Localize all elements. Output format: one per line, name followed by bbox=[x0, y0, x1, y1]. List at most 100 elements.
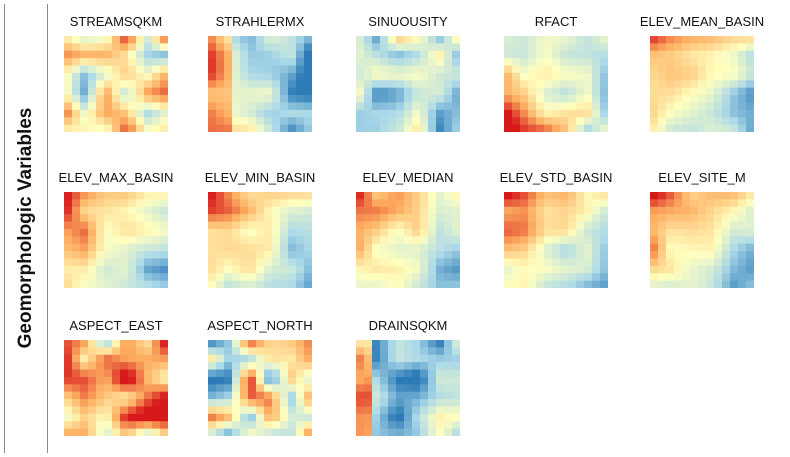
heatmap-cell bbox=[512, 87, 521, 96]
heatmap-cell bbox=[128, 214, 137, 223]
heatmap-cell bbox=[658, 117, 667, 126]
panel-title: RFACT bbox=[534, 14, 578, 29]
heatmap-cell bbox=[240, 95, 249, 104]
heatmap-cell bbox=[666, 80, 675, 89]
heatmap-cell bbox=[104, 369, 113, 378]
heatmap-cell bbox=[568, 206, 577, 215]
heatmap-cell bbox=[714, 117, 723, 126]
heatmap-cell bbox=[208, 124, 217, 132]
heatmap-cell bbox=[372, 199, 381, 208]
heatmap-cell bbox=[128, 72, 137, 81]
heatmap-cell bbox=[674, 58, 683, 67]
heatmap-cell bbox=[160, 354, 168, 363]
heatmap-cell bbox=[428, 421, 437, 430]
heatmap-cell bbox=[120, 413, 129, 422]
heatmap-cell bbox=[404, 80, 413, 89]
heatmap-cell bbox=[88, 376, 97, 385]
heatmap-cell bbox=[396, 109, 405, 118]
heatmap-cell bbox=[592, 221, 601, 230]
heatmap-cell bbox=[722, 265, 731, 274]
heatmap-cell bbox=[272, 251, 281, 260]
heatmap-cell bbox=[88, 50, 97, 59]
heatmap-cell bbox=[288, 228, 297, 237]
heatmap-cell bbox=[428, 251, 437, 260]
heatmap-cell bbox=[650, 102, 659, 111]
heatmap-cell bbox=[356, 384, 365, 393]
heatmap-cell bbox=[730, 124, 739, 132]
heatmap-cell bbox=[364, 421, 373, 430]
heatmap-cell bbox=[80, 399, 89, 408]
heatmap-cell bbox=[288, 43, 297, 52]
heatmap-cell bbox=[364, 280, 373, 288]
heatmap-cell bbox=[428, 192, 437, 200]
heatmap-cell bbox=[452, 102, 460, 111]
heatmap-cell bbox=[698, 228, 707, 237]
heatmap-cell bbox=[420, 340, 429, 348]
heatmap-cell bbox=[112, 65, 121, 74]
heatmap-cell bbox=[682, 117, 691, 126]
heatmap-cell bbox=[136, 214, 145, 223]
heatmap-cell bbox=[128, 421, 137, 430]
heatmap-cell bbox=[560, 36, 569, 44]
heatmap-cell bbox=[232, 206, 241, 215]
heatmap-cell bbox=[128, 228, 137, 237]
heatmap-cell bbox=[136, 421, 145, 430]
heatmap-cell bbox=[280, 406, 289, 415]
heatmap-cell bbox=[452, 43, 460, 52]
heatmap-cell bbox=[152, 406, 161, 415]
heatmap-cell bbox=[304, 236, 312, 245]
heatmap-cell bbox=[380, 50, 389, 59]
heatmap-cell bbox=[136, 50, 145, 59]
heatmap-cell bbox=[80, 87, 89, 96]
heatmap-elev-std-basin bbox=[504, 192, 608, 288]
heatmap-cell bbox=[746, 280, 754, 288]
heatmap-cell bbox=[552, 273, 561, 282]
heatmap-cell bbox=[232, 124, 241, 132]
heatmap-cell bbox=[248, 109, 257, 118]
heatmap-cell bbox=[88, 354, 97, 363]
heatmap-cell bbox=[722, 87, 731, 96]
panel-title: ELEV_STD_BASIN bbox=[499, 170, 613, 185]
heatmap-cell bbox=[576, 58, 585, 67]
heatmap-cell bbox=[568, 117, 577, 126]
heatmap-cell bbox=[436, 43, 445, 52]
heatmap-cell bbox=[272, 124, 281, 132]
heatmap-cell bbox=[504, 43, 513, 52]
heatmap-cell bbox=[560, 50, 569, 59]
heatmap-cell bbox=[576, 199, 585, 208]
heatmap-cell bbox=[698, 36, 707, 44]
heatmap-cell bbox=[128, 206, 137, 215]
heatmap-cell bbox=[80, 236, 89, 245]
heatmap-cell bbox=[420, 273, 429, 282]
heatmap-cell bbox=[256, 243, 265, 252]
heatmap-cell bbox=[388, 43, 397, 52]
heatmap-elev-max-basin bbox=[64, 192, 168, 288]
heatmap-cell bbox=[436, 354, 445, 363]
heatmap-cell bbox=[96, 206, 105, 215]
heatmap-cell bbox=[160, 72, 168, 81]
heatmap-cell bbox=[120, 221, 129, 230]
heatmap-cell bbox=[706, 102, 715, 111]
heatmap-cell bbox=[160, 109, 168, 118]
heatmap-cell bbox=[152, 280, 161, 288]
heatmap-cell bbox=[304, 206, 312, 215]
heatmap-cell bbox=[722, 228, 731, 237]
heatmap-cell bbox=[388, 192, 397, 200]
heatmap-cell bbox=[698, 280, 707, 288]
heatmap-cell bbox=[420, 413, 429, 422]
heatmap-cell bbox=[256, 214, 265, 223]
heatmap-cell bbox=[80, 391, 89, 400]
heatmap-cell bbox=[160, 58, 168, 67]
heatmap-cell bbox=[120, 206, 129, 215]
heatmap-cell bbox=[520, 95, 529, 104]
heatmap-cell bbox=[80, 273, 89, 282]
heatmap-cell bbox=[738, 192, 747, 200]
heatmap-cell bbox=[420, 80, 429, 89]
heatmap-cell bbox=[560, 72, 569, 81]
heatmap-cell bbox=[584, 214, 593, 223]
heatmap-cell bbox=[746, 236, 754, 245]
heatmap-cell bbox=[120, 376, 129, 385]
heatmap-cell bbox=[208, 391, 217, 400]
heatmap-cell bbox=[104, 43, 113, 52]
heatmap-cell bbox=[288, 421, 297, 430]
